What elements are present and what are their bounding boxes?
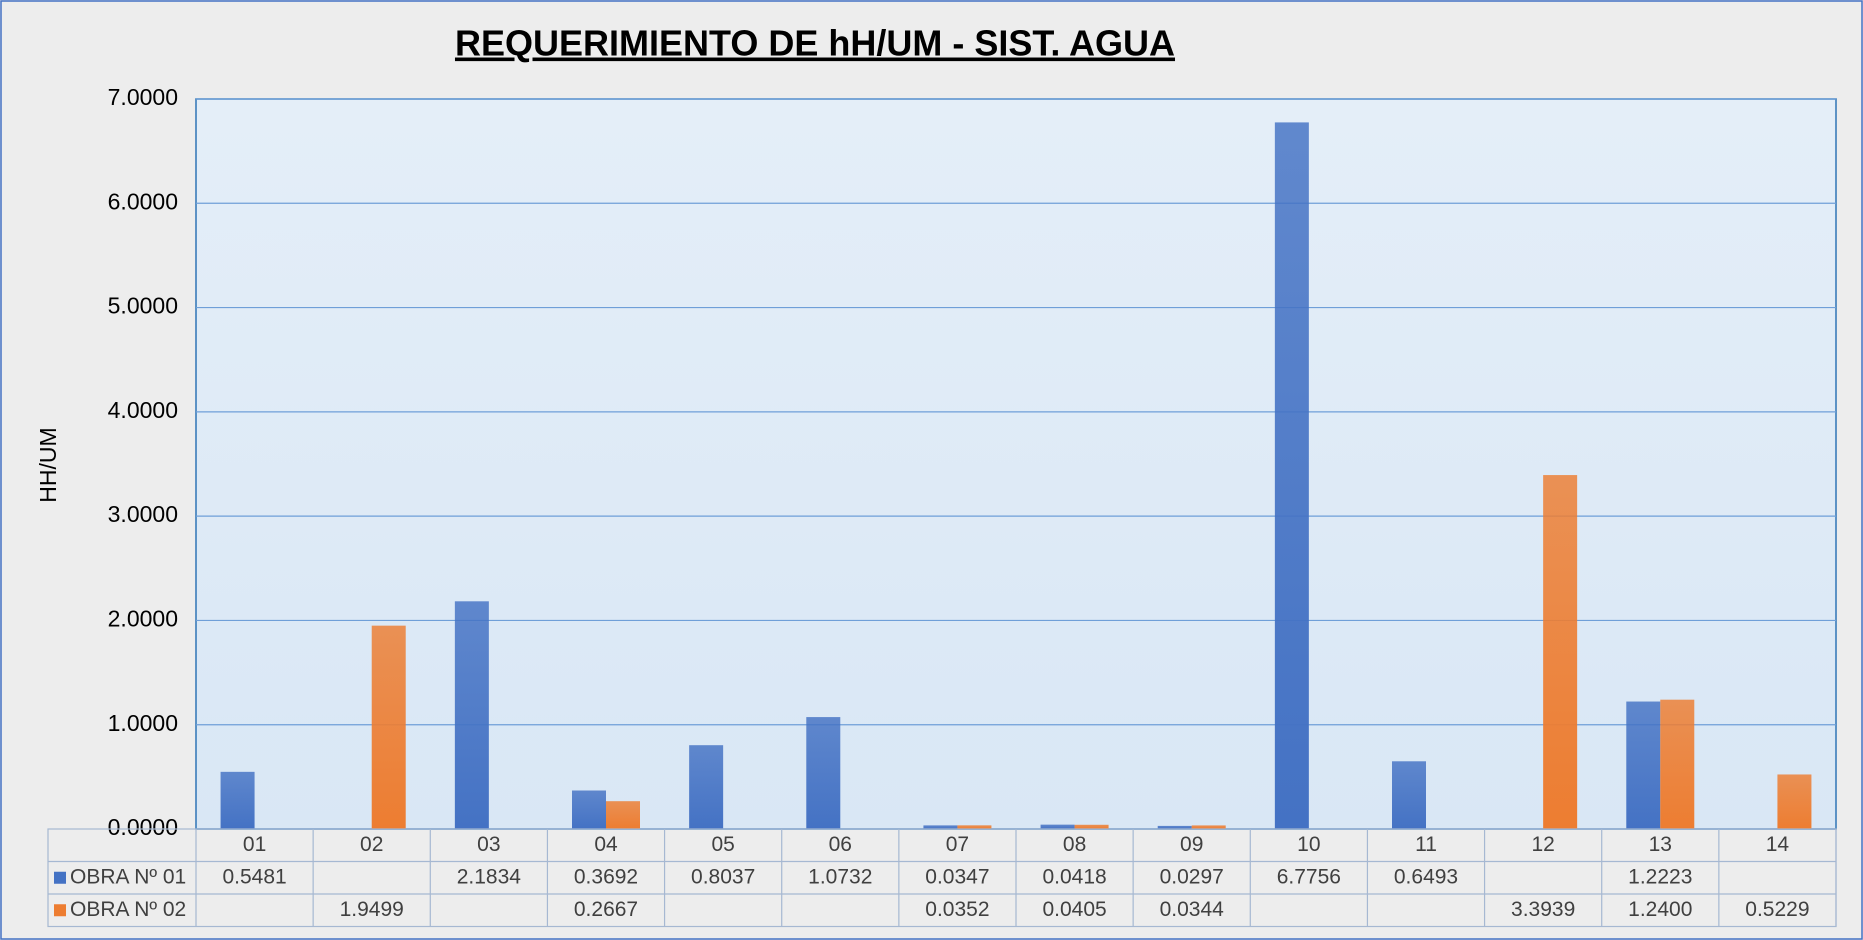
bar bbox=[1392, 761, 1426, 829]
bar bbox=[1777, 774, 1812, 829]
y-tick-label: 1.0000 bbox=[108, 710, 178, 736]
x-tick-label: 06 bbox=[829, 833, 852, 856]
bar bbox=[371, 625, 406, 829]
bar bbox=[454, 601, 489, 829]
x-tick-label: 05 bbox=[711, 833, 734, 856]
data-table-value: 0.3692 bbox=[574, 865, 638, 888]
data-table-value: 0.0344 bbox=[1160, 898, 1225, 921]
data-table-value: 6.7756 bbox=[1277, 865, 1341, 888]
bar bbox=[1543, 475, 1578, 829]
x-tick-label: 03 bbox=[477, 833, 500, 856]
bar bbox=[689, 745, 724, 829]
x-tick-label: 09 bbox=[1180, 833, 1203, 856]
data-table-value: 3.3939 bbox=[1511, 898, 1575, 921]
data-table-value: 0.0352 bbox=[925, 898, 989, 921]
bar bbox=[923, 825, 958, 829]
legend-label: OBRA Nº 02 bbox=[70, 898, 186, 921]
plot-area bbox=[195, 98, 1837, 830]
bar bbox=[957, 825, 992, 829]
data-table-value: 2.1834 bbox=[457, 865, 522, 888]
data-table-value: 1.2223 bbox=[1628, 865, 1692, 888]
data-table-value: 0.5229 bbox=[1745, 898, 1809, 921]
x-tick-label: 14 bbox=[1766, 833, 1790, 856]
legend-key bbox=[54, 871, 66, 884]
data-table-value: 1.0732 bbox=[808, 865, 872, 888]
bar bbox=[572, 790, 606, 829]
bar bbox=[1660, 699, 1695, 829]
x-tick-label: 04 bbox=[594, 833, 618, 856]
y-tick-label: 6.0000 bbox=[108, 188, 178, 214]
y-axis-label: HH/UM bbox=[35, 427, 61, 502]
data-table-value: 0.0405 bbox=[1042, 898, 1106, 921]
bar bbox=[1191, 825, 1226, 829]
y-tick-label: 5.0000 bbox=[108, 293, 178, 319]
x-tick-label: 02 bbox=[360, 833, 383, 856]
bar bbox=[606, 801, 640, 829]
x-tick-label: 10 bbox=[1297, 833, 1320, 856]
bar bbox=[806, 717, 841, 829]
y-tick-label: 2.0000 bbox=[108, 606, 178, 632]
bar bbox=[1626, 701, 1661, 829]
data-table-value: 0.0297 bbox=[1160, 865, 1224, 888]
x-tick-label: 01 bbox=[243, 833, 266, 856]
y-tick-label: 4.0000 bbox=[108, 397, 178, 423]
y-tick-label: 0.0000 bbox=[108, 814, 178, 840]
data-table-value: 0.2667 bbox=[574, 898, 638, 921]
data-table-value: 1.2400 bbox=[1628, 898, 1692, 921]
legend-label: OBRA Nº 01 bbox=[70, 865, 186, 888]
data-table-value: 1.9499 bbox=[340, 898, 404, 921]
y-tick-label: 7.0000 bbox=[108, 84, 178, 110]
bar bbox=[220, 771, 255, 829]
x-tick-label: 12 bbox=[1531, 833, 1554, 856]
x-tick-label: 13 bbox=[1649, 833, 1672, 856]
x-tick-label: 11 bbox=[1415, 833, 1437, 856]
bar bbox=[1040, 824, 1075, 829]
x-tick-label: 08 bbox=[1063, 833, 1086, 856]
data-table-value: 0.0347 bbox=[925, 865, 989, 888]
legend-key bbox=[54, 904, 66, 917]
bar bbox=[1157, 825, 1192, 829]
data-table-value: 0.0418 bbox=[1042, 865, 1106, 888]
data-table-value: 0.5481 bbox=[222, 865, 286, 888]
data-table-value: 0.6493 bbox=[1394, 865, 1458, 888]
data-table-value: 0.8037 bbox=[691, 865, 755, 888]
x-tick-label: 07 bbox=[946, 833, 969, 856]
chart-title: REQUERIMIENTO DE hH/UM - SIST. AGUA bbox=[455, 23, 1175, 64]
bar bbox=[1274, 122, 1309, 829]
bar bbox=[1074, 824, 1109, 829]
y-tick-label: 3.0000 bbox=[108, 501, 178, 527]
